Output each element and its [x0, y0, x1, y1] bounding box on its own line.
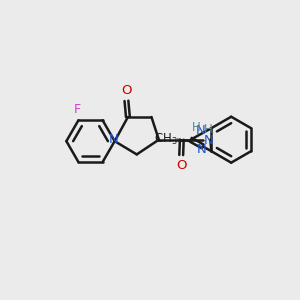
Text: O: O	[176, 158, 187, 172]
Text: H: H	[192, 121, 200, 134]
Text: O: O	[121, 84, 132, 97]
Text: F: F	[74, 103, 80, 116]
Text: methyl: methyl	[176, 138, 181, 139]
Text: N: N	[196, 124, 206, 137]
Text: N: N	[204, 134, 214, 147]
Text: N: N	[196, 143, 206, 156]
Text: H: H	[204, 123, 213, 136]
Text: N: N	[109, 134, 119, 146]
Text: CH$_3$: CH$_3$	[154, 132, 177, 147]
